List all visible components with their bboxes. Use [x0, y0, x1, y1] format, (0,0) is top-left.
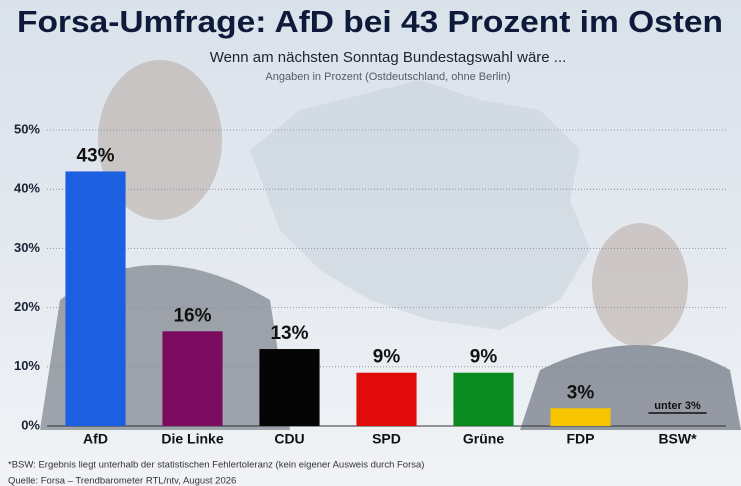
- value-label: 43%: [76, 145, 114, 166]
- x-tick-label: BSW*: [658, 431, 697, 447]
- y-tick-label: 40%: [14, 181, 40, 196]
- value-label: 9%: [373, 347, 401, 368]
- y-tick-label: 20%: [14, 299, 40, 314]
- footnote: *BSW: Ergebnis liegt unterhalb der stati…: [8, 460, 424, 471]
- y-tick-label: 50%: [14, 121, 40, 136]
- value-label: 16%: [173, 305, 211, 326]
- chart-note: Angaben in Prozent (Ostdeutschland, ohne…: [265, 71, 510, 83]
- bar: [259, 349, 320, 426]
- y-tick-label: 10%: [14, 358, 40, 373]
- map-silhouette: [250, 80, 590, 330]
- value-label: 13%: [270, 323, 308, 344]
- x-tick-label: CDU: [274, 431, 304, 447]
- value-label: unter 3%: [654, 400, 701, 412]
- chart-title: Forsa-Umfrage: AfD bei 43 Prozent im Ost…: [17, 4, 723, 39]
- chart-subtitle: Wenn am nächsten Sonntag Bundestagswahl …: [210, 49, 567, 66]
- value-label: 9%: [470, 347, 498, 368]
- bar: [356, 372, 417, 426]
- x-tick-label: Die Linke: [161, 431, 223, 447]
- value-label: 3%: [567, 382, 595, 403]
- y-tick-label: 30%: [14, 240, 40, 255]
- x-tick-label: SPD: [372, 431, 401, 447]
- x-tick-label: Grüne: [463, 431, 504, 447]
- x-tick-label: FDP: [567, 431, 595, 447]
- source: Quelle: Forsa – Trendbarometer RTL/ntv, …: [8, 476, 236, 486]
- bar: [453, 372, 514, 426]
- x-tick-label: AfD: [83, 431, 108, 447]
- y-tick-label: 0%: [21, 417, 40, 432]
- bar: [162, 331, 223, 426]
- bar: [65, 171, 126, 426]
- bar: [550, 408, 611, 426]
